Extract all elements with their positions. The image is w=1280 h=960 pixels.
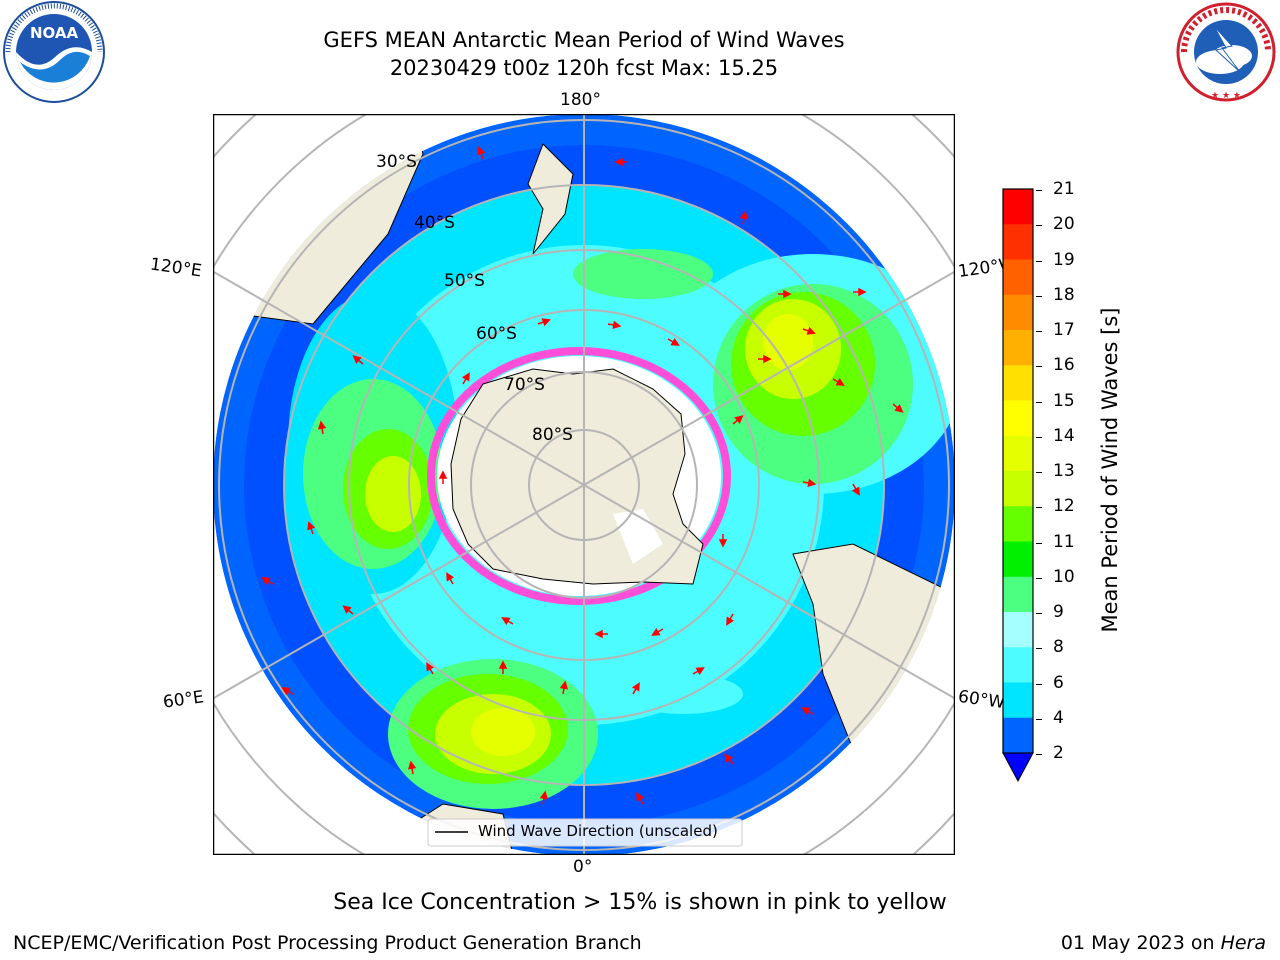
colorbar-segment bbox=[1003, 259, 1033, 296]
colorbar-tick-label: 9 bbox=[1053, 602, 1064, 622]
colorbar-tick-label: 20 bbox=[1053, 214, 1075, 235]
colorbar-tick-mark bbox=[1036, 366, 1042, 368]
legend-label: Wind Wave Direction (unscaled) bbox=[478, 822, 718, 840]
colorbar-segment bbox=[1003, 682, 1033, 719]
colorbar-tick-label: 11 bbox=[1053, 531, 1075, 552]
colorbar-tick-label: 16 bbox=[1053, 355, 1075, 376]
colorbar-tick-label: 8 bbox=[1053, 637, 1064, 658]
colorbar-tick-labels: 2 4 6 8 9 10 11 12 13 14 15 16 17 18 19 20 21 bbox=[1036, 177, 1080, 777]
lat-label-50s: 50°S bbox=[444, 271, 485, 291]
colorbar-tick-label: 4 bbox=[1053, 707, 1064, 728]
colorbar-tick-mark bbox=[1036, 190, 1042, 191]
machine-name: Hera bbox=[1220, 932, 1266, 954]
polar-map bbox=[213, 114, 955, 855]
noaa-logo-icon: NOAA bbox=[3, 1, 105, 103]
colorbar-segment bbox=[1003, 189, 1033, 225]
colorbar-tick-mark bbox=[1036, 331, 1042, 332]
date-prefix: 01 May 2023 on bbox=[1060, 932, 1221, 954]
colorbar-tick-mark bbox=[1036, 648, 1042, 650]
colorbar-tick-label: 13 bbox=[1053, 461, 1075, 481]
graticule bbox=[213, 114, 955, 855]
chart-title: GEFS MEAN Antarctic Mean Period of Wind … bbox=[323, 28, 845, 52]
date-text: 01 May 2023 on Hera bbox=[1061, 932, 1266, 954]
lon-label-180: 180° bbox=[560, 90, 601, 110]
colorbar-tick-label: 17 bbox=[1053, 320, 1075, 340]
colorbar-tick-mark bbox=[1036, 436, 1042, 438]
colorbar-segment bbox=[1003, 294, 1033, 331]
colorbar-tick-mark bbox=[1036, 401, 1042, 403]
colorbar-label: Mean Period of Wind Waves [s] bbox=[1098, 307, 1122, 633]
chart-subtitle: 20230429 t00z 120h fcst Max: 15.25 bbox=[389, 56, 779, 80]
lat-label-60s: 60°S bbox=[476, 324, 517, 344]
lon-label-60e: 60°E bbox=[161, 687, 206, 713]
colorbar-tick-label: 6 bbox=[1053, 672, 1064, 693]
colorbar-tick-label: 15 bbox=[1053, 390, 1075, 411]
colorbar-tick-mark bbox=[1036, 260, 1042, 262]
colorbar-tick-mark bbox=[1036, 577, 1042, 579]
lat-label-30s: 30°S bbox=[376, 152, 417, 172]
colorbar-tick-label: 10 bbox=[1053, 566, 1075, 587]
sea-ice-caption: Sea Ice Concentration > 15% is shown in … bbox=[333, 890, 947, 915]
colorbar-segment bbox=[1003, 717, 1033, 754]
colorbar-segment bbox=[1003, 647, 1033, 683]
colorbar-tick-label: 2 bbox=[1053, 743, 1064, 763]
colorbar-segment bbox=[1003, 506, 1033, 542]
colorbar-tick-mark bbox=[1036, 754, 1042, 755]
lon-label-0: 0° bbox=[573, 857, 593, 877]
colorbar-segment bbox=[1003, 224, 1033, 260]
colorbar-segment bbox=[1003, 576, 1033, 613]
colorbar-segment bbox=[1003, 435, 1033, 472]
lon-label-60w: 60°W bbox=[956, 686, 1007, 714]
colorbar-segment bbox=[1003, 541, 1033, 578]
nws-logo-icon: ★ ★ ★ bbox=[1176, 2, 1276, 102]
colorbar-extend-triangle bbox=[1002, 752, 1034, 783]
colorbar-segment bbox=[1003, 612, 1033, 648]
colorbar-tick-label: 14 bbox=[1053, 425, 1075, 446]
lat-label-80s: 80°S bbox=[532, 425, 573, 445]
colorbar bbox=[1002, 188, 1034, 783]
colorbar-tick-label: 21 bbox=[1053, 179, 1075, 199]
colorbar-tick-mark bbox=[1036, 507, 1042, 509]
lon-label-120e: 120°E bbox=[148, 254, 203, 282]
colorbar-tick-mark bbox=[1036, 613, 1042, 614]
colorbar-tick-mark bbox=[1036, 225, 1042, 227]
colorbar-segment bbox=[1003, 400, 1033, 437]
colorbar-segment bbox=[1003, 330, 1033, 366]
colorbar-segment bbox=[1003, 471, 1033, 507]
colorbar-segment bbox=[1003, 365, 1033, 401]
colorbar-tick-label: 12 bbox=[1053, 496, 1075, 517]
colorbar-tick-label: 18 bbox=[1053, 284, 1075, 305]
svg-text:★ ★ ★: ★ ★ ★ bbox=[1211, 91, 1241, 101]
colorbar-tick-mark bbox=[1036, 542, 1042, 544]
wave-direction-arrows bbox=[261, 146, 904, 805]
colorbar-tick-mark bbox=[1036, 718, 1042, 720]
map-legend bbox=[427, 818, 743, 847]
colorbar-tick-mark bbox=[1036, 683, 1042, 685]
colorbar-tick-label: 19 bbox=[1053, 249, 1075, 270]
noaa-logo-text: NOAA bbox=[30, 24, 79, 42]
credit-text: NCEP/EMC/Verification Post Processing Pr… bbox=[13, 932, 642, 954]
colorbar-tick-mark bbox=[1036, 472, 1042, 473]
colorbar-tick-mark bbox=[1036, 295, 1042, 297]
lat-label-40s: 40°S bbox=[414, 213, 455, 233]
lat-label-70s: 70°S bbox=[504, 375, 545, 395]
